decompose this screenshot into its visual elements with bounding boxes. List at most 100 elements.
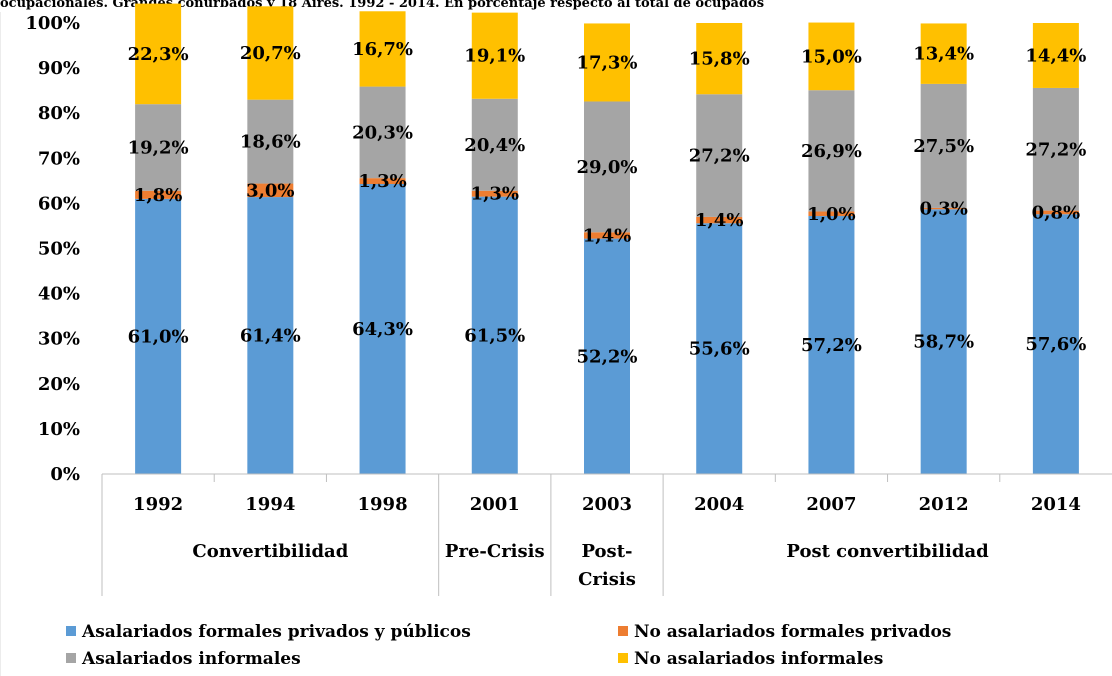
data-label: 1,4% — [583, 225, 631, 246]
legend-swatch — [66, 626, 76, 636]
data-label: 15,8% — [689, 49, 750, 70]
data-label: 1,4% — [695, 210, 743, 231]
data-label: 1,3% — [358, 171, 406, 192]
data-label: 17,3% — [577, 52, 638, 73]
bar-segment-2003-s1 — [584, 232, 630, 239]
y-tick-label: 30% — [38, 329, 80, 350]
group-label: Convertibilidad — [192, 541, 348, 562]
x-tick-label: 1998 — [358, 494, 408, 515]
bar-segment-1994-s1 — [247, 183, 294, 198]
data-label: 3,0% — [246, 180, 294, 201]
legend-swatch — [618, 626, 628, 636]
y-tick-label: 50% — [38, 239, 80, 260]
bar-segment-2004-s3 — [696, 23, 743, 95]
bar-segment-2003-s2 — [584, 101, 630, 233]
legend-label: No asalariados informales — [634, 649, 884, 669]
y-tick-label: 80% — [38, 103, 80, 124]
bar-segment-1992-s3 — [135, 3, 182, 105]
y-tick-label: 70% — [38, 148, 80, 169]
group-label: Pre-Crisis — [445, 541, 545, 562]
legend-item-2: Asalariados informales — [66, 649, 301, 669]
bar-segment-2012-s1 — [920, 207, 967, 210]
bar-segment-2001-s1 — [471, 190, 518, 197]
x-tick-label: 2014 — [1031, 494, 1081, 515]
bar-segment-1992-s0 — [135, 198, 182, 474]
data-label: 61,5% — [464, 325, 525, 346]
legend-item-0: Asalariados formales privados y públicos — [66, 622, 471, 642]
data-label: 27,5% — [913, 136, 974, 157]
x-tick-label: 2001 — [470, 494, 520, 515]
data-label: 20,3% — [352, 122, 413, 143]
data-label: 57,6% — [1025, 334, 1086, 355]
group-label: Crisis — [578, 569, 636, 590]
bar-segment-2004-s0 — [696, 223, 743, 474]
bar-segment-2004-s1 — [696, 216, 743, 224]
data-label: 27,2% — [689, 146, 750, 167]
bar-segment-2012-s0 — [920, 209, 967, 474]
bar-segment-1994-s0 — [247, 197, 294, 474]
legend-label: Asalariados formales privados y públicos — [82, 622, 471, 642]
y-tick-label: 20% — [38, 374, 80, 395]
bar-segment-2014-s2 — [1032, 87, 1079, 211]
data-label: 1,3% — [471, 184, 519, 205]
x-tick-label: 1994 — [245, 494, 295, 515]
data-label: 20,7% — [240, 43, 301, 64]
bar-segment-1992-s2 — [135, 104, 182, 191]
chart-caption: ocupacionales. Grandes conurbados y 18 A… — [0, 0, 765, 11]
data-label: 64,3% — [352, 319, 413, 340]
bar-segment-1994-s2 — [247, 99, 294, 184]
x-tick-label: 2003 — [582, 494, 632, 515]
bar-segment-2014-s3 — [1032, 23, 1079, 88]
legend-label: Asalariados informales — [82, 649, 301, 669]
data-label: 29,0% — [577, 157, 638, 178]
data-label: 57,2% — [801, 335, 862, 356]
bar-segment-2007-s2 — [808, 90, 855, 212]
data-label: 14,4% — [1025, 45, 1086, 66]
data-label: 1,0% — [807, 204, 855, 225]
bar-segment-2012-s3 — [920, 23, 967, 84]
bar-segment-2007-s1 — [808, 211, 855, 217]
bar-segment-1992-s1 — [135, 190, 182, 199]
x-tick-label: 1992 — [133, 494, 183, 515]
group-label: Post convertibilidad — [786, 541, 989, 562]
bar-segment-2001-s0 — [471, 196, 518, 474]
bar-segment-2014-s0 — [1032, 214, 1079, 474]
bar-segment-2003-s0 — [584, 238, 630, 474]
data-label: 27,2% — [1025, 139, 1086, 160]
data-label: 61,0% — [128, 326, 189, 347]
y-tick-label: 0% — [50, 464, 80, 485]
y-tick-label: 100% — [25, 13, 80, 34]
bar-segment-2007-s3 — [808, 22, 855, 91]
bar-segment-1994-s3 — [247, 6, 294, 100]
data-label: 61,4% — [240, 326, 301, 347]
data-label: 16,7% — [352, 39, 413, 60]
x-tick-label: 2004 — [694, 494, 744, 515]
legend-swatch — [66, 653, 76, 663]
data-label: 20,4% — [464, 135, 525, 156]
data-label: 0,8% — [1032, 202, 1080, 223]
bar-segment-1998-s3 — [359, 11, 406, 87]
legend-swatch — [618, 653, 628, 663]
data-label: 19,1% — [464, 46, 525, 67]
data-label: 55,6% — [689, 339, 750, 360]
data-label: 1,8% — [134, 185, 182, 206]
y-tick-label: 40% — [38, 284, 80, 305]
data-label: 22,3% — [128, 44, 189, 65]
data-label: 26,9% — [801, 141, 862, 162]
group-label: Post- — [582, 541, 633, 562]
y-tick-label: 10% — [38, 419, 80, 440]
data-label: 18,6% — [240, 132, 301, 153]
data-label: 0,3% — [919, 199, 967, 220]
data-label: 13,4% — [913, 44, 974, 65]
bar-segment-2012-s2 — [920, 83, 967, 208]
bar-segment-1998-s1 — [359, 178, 406, 185]
bar-segment-2004-s2 — [696, 94, 743, 217]
bar-segment-1998-s2 — [359, 86, 406, 179]
bar-segment-2001-s2 — [471, 98, 518, 191]
x-tick-label: 2012 — [919, 494, 969, 515]
bar-segment-2007-s0 — [808, 216, 855, 474]
legend-item-1: No asalariados formales privados — [618, 622, 951, 642]
y-tick-label: 90% — [38, 58, 80, 79]
legend-item-3: No asalariados informales — [618, 649, 883, 669]
legend-label: No asalariados formales privados — [634, 622, 952, 642]
